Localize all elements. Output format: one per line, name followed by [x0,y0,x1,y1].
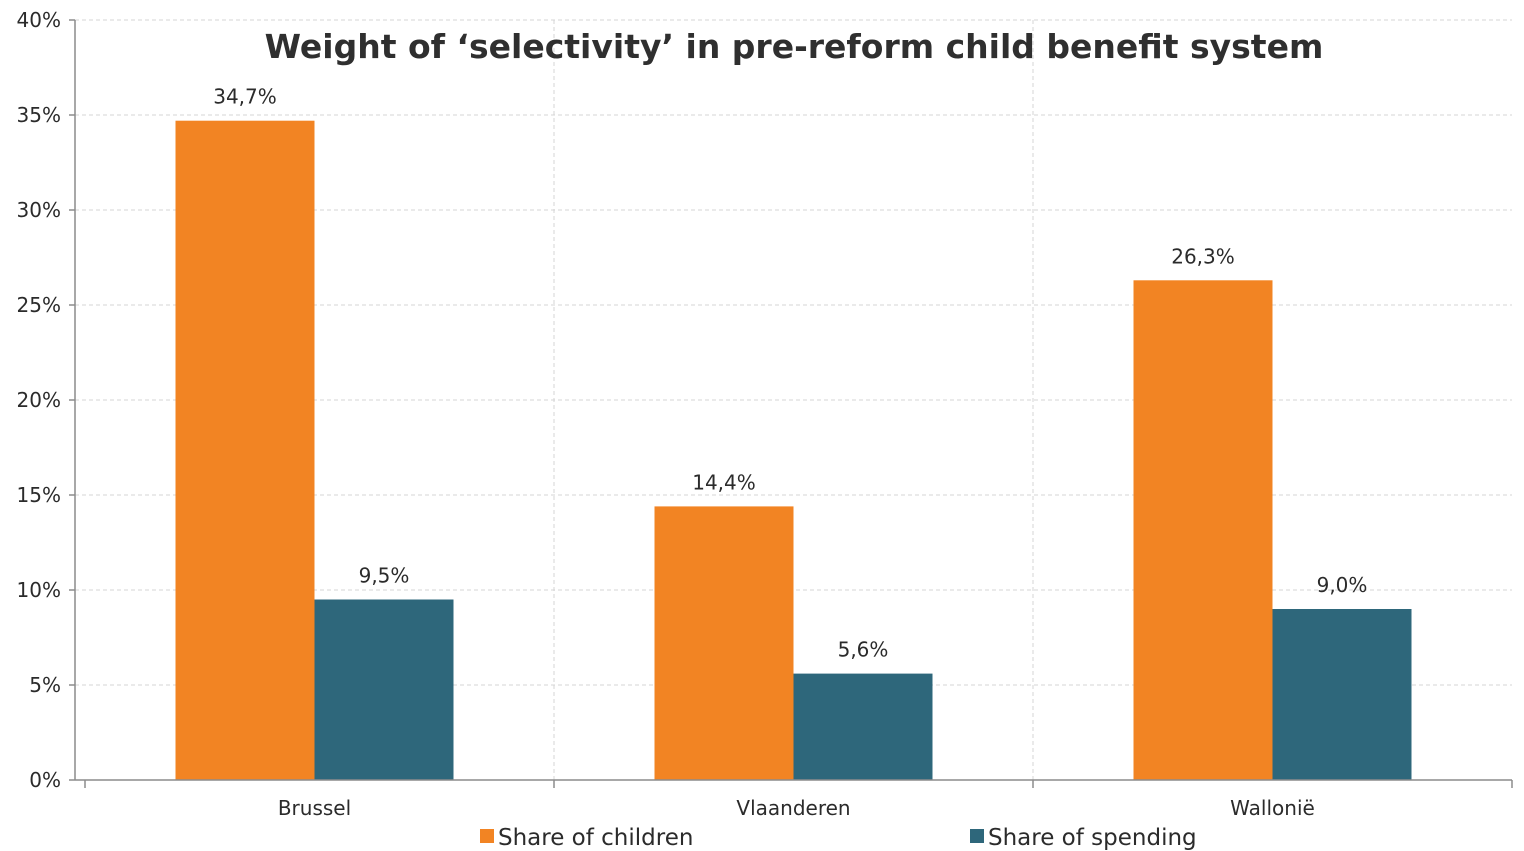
legend-label: Share of children [498,825,693,851]
y-tick-label: 40% [17,8,61,32]
y-tick-label: 25% [17,293,61,317]
legend-swatch [970,829,984,843]
x-tick-label: Vlaanderen [736,796,850,820]
y-tick-label: 5% [29,673,61,697]
bar-share-of-children [175,120,315,780]
axes: 0% 5% 10% 15% 20% 25% 30% 35% 40% Brussel Vlaander… [17,8,1513,820]
bar-share-of-children [654,506,794,780]
legend-label: Share of spending [988,825,1197,851]
data-label: 9,5% [359,564,410,588]
y-tick-label: 30% [17,198,61,222]
data-label: 5,6% [838,638,889,662]
chart-title: Weight of ‘selectivity’ in pre-reform ch… [265,27,1324,66]
bar-share-of-spending [793,673,933,780]
data-label: 9,0% [1317,573,1368,597]
data-label: 14,4% [692,470,756,494]
y-tick-label: 20% [17,388,61,412]
legend: Share of children Share of spending [480,825,1197,851]
y-tick-label: 15% [17,483,61,507]
bar-share-of-spending [314,599,454,780]
x-tick-label: Brussel [278,796,351,820]
bar-share-of-spending [1272,609,1412,780]
data-label: 26,3% [1171,244,1235,268]
bar-share-of-children [1133,280,1273,780]
bars: 34,7% 9,5% 14,4% 5,6% 26,3% 9,0% [175,85,1412,780]
y-tick-label: 0% [29,768,61,792]
data-label: 34,7% [213,85,277,109]
y-tick-label: 35% [17,103,61,127]
legend-swatch [480,829,494,843]
y-tick-label: 10% [17,578,61,602]
x-tick-label: Wallonië [1230,796,1315,820]
